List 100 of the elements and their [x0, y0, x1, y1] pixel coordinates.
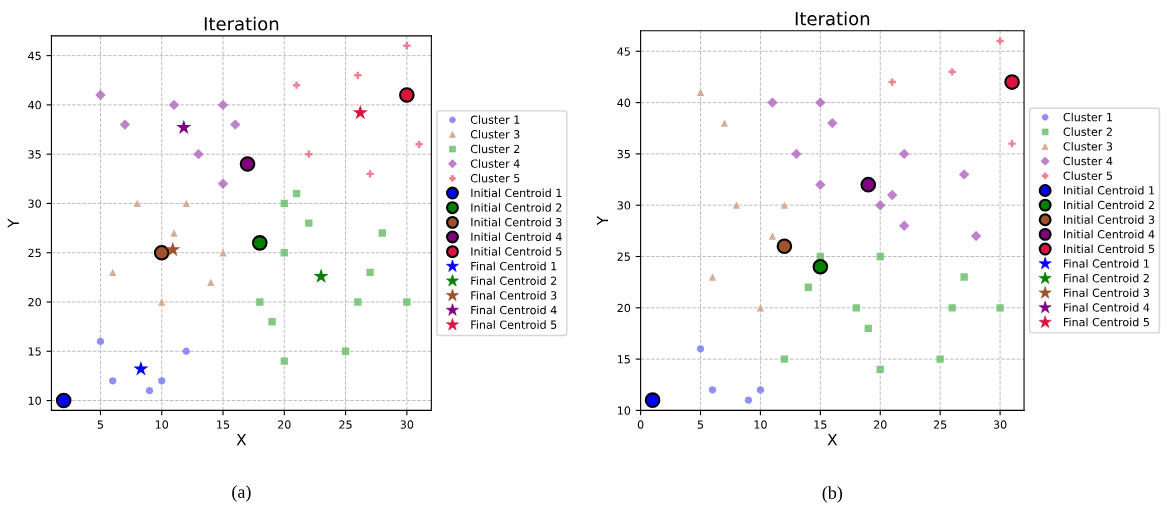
x-tick-label: 0	[637, 420, 644, 429]
chart-title: Iteration	[204, 16, 279, 31]
x-tick-label: 5	[697, 420, 704, 429]
point	[791, 148, 802, 160]
point	[256, 298, 264, 306]
point	[780, 355, 789, 363]
y-tick-label: 30	[617, 201, 631, 210]
x-tick-label: 25	[933, 420, 947, 429]
point	[145, 387, 154, 395]
x-tick-label: 20	[278, 420, 291, 429]
point	[756, 386, 765, 394]
point	[95, 89, 106, 101]
point	[133, 361, 149, 376]
x-axis-title: X	[236, 434, 247, 446]
point	[696, 88, 705, 97]
y-tick-label: 35	[617, 149, 630, 159]
legend-label: Cluster 4	[470, 159, 520, 168]
point	[875, 200, 886, 211]
point	[708, 273, 717, 281]
point	[292, 81, 301, 89]
legend-label: Cluster 2	[1063, 127, 1112, 136]
legend-label: Final Centroid 1	[471, 261, 557, 271]
point	[996, 37, 1004, 45]
point	[812, 258, 829, 275]
point	[827, 117, 838, 129]
point	[732, 201, 741, 209]
y-tick-label: 30	[28, 199, 41, 208]
legend-label: Initial Centroid 5	[1064, 244, 1155, 254]
legend-label: Initial Centroid 3	[1064, 215, 1155, 224]
text: (b)	[822, 486, 843, 503]
point	[696, 345, 705, 353]
point	[230, 119, 241, 130]
y-axis-title: Y	[7, 218, 19, 228]
point	[354, 71, 362, 79]
legend-label: Cluster 4	[1063, 156, 1113, 166]
x-tick-label: 15	[814, 420, 827, 429]
point	[354, 298, 362, 306]
point	[1004, 74, 1020, 90]
y-tick-label: 40	[617, 98, 631, 107]
legend-label: Initial Centroid 4	[471, 232, 562, 242]
x-tick-label: 10	[155, 420, 169, 429]
legend-label: Final Centroid 4	[471, 305, 557, 315]
point	[936, 355, 944, 363]
point	[170, 229, 178, 237]
point	[366, 170, 374, 178]
legend-label: Final Centroid 2	[1064, 273, 1149, 283]
legend-label: Initial Centroid 2	[1064, 200, 1154, 210]
legend-label: Cluster 1	[470, 115, 520, 124]
y-tick-label: 10	[28, 396, 41, 405]
point	[182, 199, 190, 208]
legend-label: Final Centroid 3	[471, 290, 557, 300]
point	[899, 220, 910, 231]
legend-label: Cluster 3	[1063, 142, 1113, 151]
legend-label: Initial Centroid 1	[1064, 185, 1155, 195]
legend-label: Initial Centroid 4	[1064, 229, 1155, 239]
point	[165, 241, 181, 257]
legend-label: Initial Centroid 1	[471, 188, 562, 198]
point	[251, 235, 268, 251]
point	[193, 148, 204, 160]
point	[958, 169, 970, 180]
y-tick-label: 15	[617, 355, 630, 364]
y-tick-label: 20	[28, 297, 41, 307]
point	[860, 176, 877, 193]
point	[804, 283, 813, 291]
point	[876, 252, 884, 261]
point	[876, 365, 884, 374]
text: (a)	[232, 485, 251, 502]
point	[341, 347, 350, 355]
point	[767, 97, 778, 108]
point	[366, 268, 374, 277]
point	[133, 199, 141, 208]
point	[948, 304, 956, 312]
point	[168, 99, 180, 111]
point	[153, 244, 170, 261]
x-tick-label: 10	[754, 420, 767, 429]
y-tick-label: 20	[617, 303, 631, 313]
point	[852, 304, 860, 312]
x-tick-label: 25	[339, 420, 352, 429]
point	[109, 377, 117, 385]
y-tick-label: 10	[617, 406, 631, 415]
point	[864, 324, 872, 332]
point	[744, 396, 753, 404]
point	[996, 304, 1004, 312]
point	[217, 178, 229, 189]
point	[239, 156, 256, 172]
point	[756, 304, 765, 312]
point	[970, 230, 982, 242]
legend-label: Final Centroid 5	[471, 320, 557, 329]
legend-label: Final Centroid 5	[1064, 317, 1149, 327]
point	[815, 179, 826, 190]
point	[776, 238, 793, 255]
point	[305, 219, 313, 227]
point	[887, 189, 898, 201]
legend-label: Initial Centroid 5	[471, 247, 562, 256]
y-tick-label: 45	[617, 47, 630, 56]
point	[109, 268, 117, 277]
point	[292, 189, 301, 198]
y-tick-label: 25	[617, 252, 630, 261]
point	[268, 318, 276, 326]
point	[119, 119, 131, 130]
